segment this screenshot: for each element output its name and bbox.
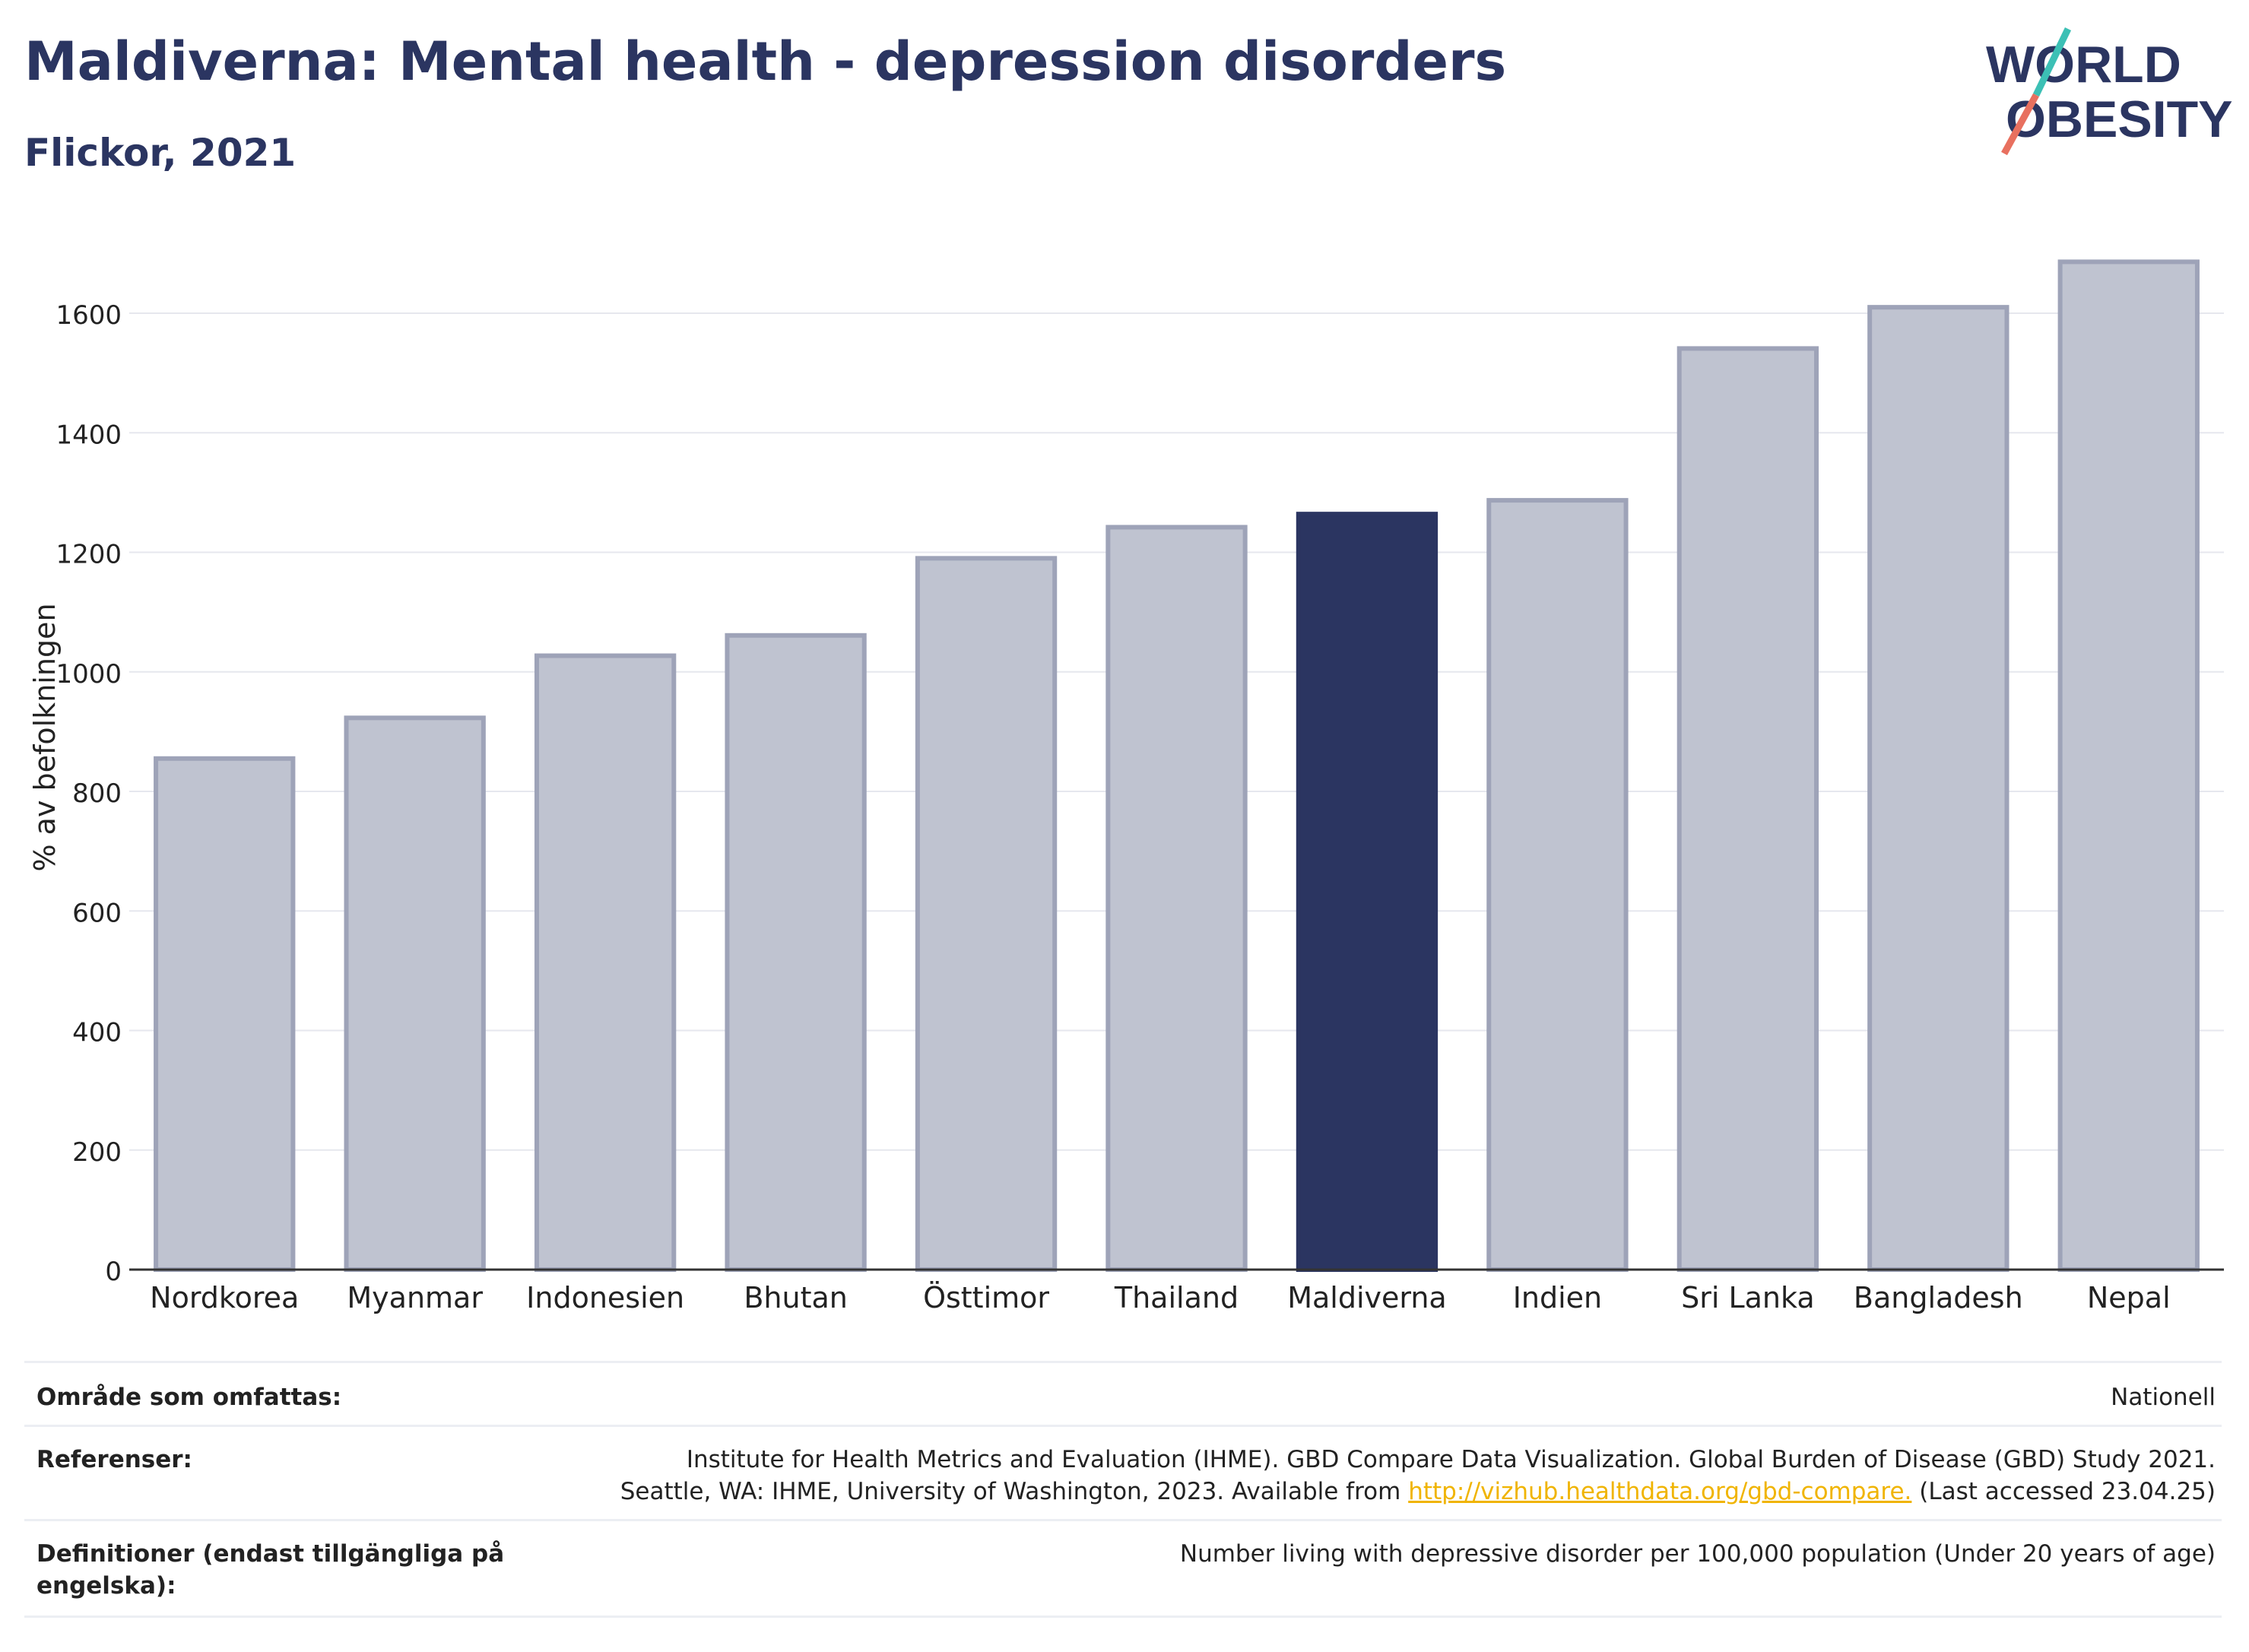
bar-sri-lanka — [1676, 346, 1819, 1272]
y-tick-label: 200 — [72, 1137, 122, 1168]
references-label: Referenser: — [36, 1446, 192, 1473]
world-obesity-logo: WORLD OBESITY — [1986, 27, 2233, 156]
references-line2-post: (Last accessed 23.04.25) — [1911, 1478, 2216, 1505]
x-tick-label: Indonesien — [526, 1281, 684, 1314]
logo-line2: OBESITY — [2006, 90, 2233, 148]
x-tick-label: Nordkorea — [150, 1281, 299, 1314]
definitions-label: Definitioner (endast tillgängliga på eng… — [36, 1540, 505, 1600]
bar-chart: 0 200 400 600 800 1000 1200 1400 1600 Nordkorea M… — [28, 259, 2224, 1314]
bar-nepal — [2057, 259, 2200, 1273]
y-tick-label: 0 — [105, 1257, 122, 1287]
y-tick-label: 400 — [72, 1018, 122, 1048]
bar-maldiverna — [1296, 512, 1439, 1272]
meta-references-row: Referenser: Institute for Health Metrics… — [24, 1425, 2222, 1521]
logo-slash-coral — [2001, 93, 2039, 156]
y-tick-label: 600 — [72, 898, 122, 928]
x-tick-label: Sri Lanka — [1681, 1281, 1815, 1314]
y-axis-label: % av befolkningen — [28, 603, 62, 871]
logo-line1: WORLD — [1986, 36, 2181, 94]
bar-östtimor — [915, 556, 1058, 1272]
x-axis-labels: Nordkorea Myanmar Indonesien Bhutan Östtimor… — [150, 1281, 2170, 1314]
meta-coverage-row: Område som omfattas: Nationell — [24, 1361, 2222, 1427]
coverage-label: Område som omfattas: — [36, 1384, 342, 1411]
bars — [154, 259, 2200, 1273]
references-line2-pre: Seattle, WA: IHME, University of Washing… — [620, 1478, 1409, 1505]
bar-thailand — [1105, 525, 1248, 1272]
bar-indonesien — [534, 653, 677, 1272]
coverage-value: Nationell — [2111, 1384, 2216, 1411]
references-link[interactable]: http://vizhub.healthdata.org/gbd-compare… — [1408, 1478, 1912, 1505]
bar-nordkorea — [154, 756, 296, 1272]
y-tick-label: 1600 — [56, 300, 122, 331]
x-tick-label: Nepal — [2087, 1281, 2171, 1314]
logo-slash-teal — [2032, 27, 2072, 97]
x-tick-label: Bhutan — [744, 1281, 848, 1314]
page-subtitle: Flickor, 2021 — [24, 131, 297, 175]
references-value: Institute for Health Metrics and Evaluat… — [620, 1444, 2216, 1508]
x-tick-label: Östtimor — [923, 1281, 1049, 1314]
bar-bangladesh — [1867, 305, 2010, 1273]
y-tick-label: 1000 — [56, 659, 122, 690]
y-tick-label: 800 — [72, 778, 122, 809]
bar-indien — [1486, 498, 1629, 1272]
x-tick-label: Thailand — [1114, 1281, 1239, 1314]
references-line2: Seattle, WA: IHME, University of Washing… — [620, 1476, 2216, 1508]
page-title: Maldiverna: Mental health - depression d… — [24, 30, 1507, 93]
x-tick-label: Indien — [1513, 1281, 1602, 1314]
bar-bhutan — [725, 633, 867, 1272]
x-tick-label: Bangladesh — [1854, 1281, 2023, 1314]
y-tick-label: 1200 — [56, 540, 122, 570]
meta-definitions-row: Definitioner (endast tillgängliga på eng… — [24, 1519, 2222, 1618]
references-line1: Institute for Health Metrics and Evaluat… — [686, 1446, 2216, 1473]
y-axis-ticks: 0 200 400 600 800 1000 1200 1400 1600 — [56, 300, 122, 1287]
bar-myanmar — [344, 715, 486, 1272]
x-tick-label: Maldiverna — [1287, 1281, 1447, 1314]
definitions-value: Number living with depressive disorder p… — [1179, 1540, 2216, 1568]
x-tick-label: Myanmar — [347, 1281, 483, 1314]
y-tick-label: 1400 — [56, 420, 122, 450]
